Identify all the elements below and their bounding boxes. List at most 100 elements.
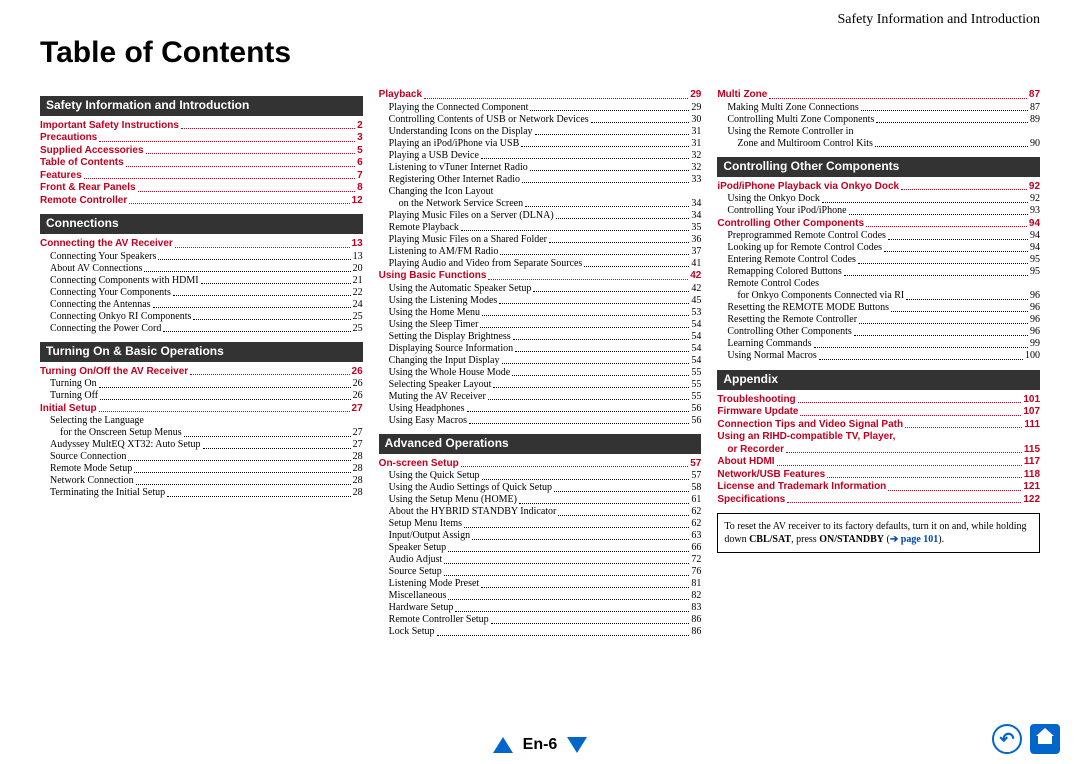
toc-entry[interactable]: Features7 — [40, 170, 363, 182]
toc-entry[interactable]: Connecting the AV Receiver13 — [40, 238, 363, 250]
toc-entry[interactable]: Remote Controller Setup86 — [379, 614, 702, 626]
toc-entry[interactable]: Remapping Colored Buttons95 — [717, 266, 1040, 278]
toc-entry[interactable]: Turning On26 — [40, 378, 363, 390]
toc-entry[interactable]: Playing an iPod/iPhone via USB31 — [379, 138, 702, 150]
toc-entry[interactable]: Entering Remote Control Codes95 — [717, 254, 1040, 266]
toc-entry[interactable]: iPod/iPhone Playback via Onkyo Dock92 — [717, 181, 1040, 193]
toc-entry[interactable]: Displaying Source Information54 — [379, 343, 702, 355]
toc-entry[interactable]: Lock Setup86 — [379, 626, 702, 638]
toc-entry[interactable]: on the Network Service Screen34 — [379, 198, 702, 210]
toc-entry[interactable]: Multi Zone87 — [717, 89, 1040, 101]
toc-entry[interactable]: Changing the Icon Layout — [379, 186, 702, 198]
toc-entry[interactable]: Connecting Components with HDMI21 — [40, 275, 363, 287]
toc-entry[interactable]: Changing the Input Display54 — [379, 355, 702, 367]
toc-entry[interactable]: About AV Connections20 — [40, 263, 363, 275]
toc-entry[interactable]: Resetting the REMOTE MODE Buttons96 — [717, 302, 1040, 314]
toc-entry[interactable]: or Recorder115 — [717, 444, 1040, 456]
toc-entry[interactable]: Front & Rear Panels8 — [40, 182, 363, 194]
toc-entry[interactable]: Using Normal Macros100 — [717, 350, 1040, 362]
toc-entry[interactable]: Learning Commands99 — [717, 338, 1040, 350]
toc-entry[interactable]: Initial Setup27 — [40, 403, 363, 415]
toc-entry[interactable]: Using the Automatic Speaker Setup42 — [379, 283, 702, 295]
toc-entry[interactable]: Remote Controller12 — [40, 195, 363, 207]
toc-entry[interactable]: Audio Adjust72 — [379, 554, 702, 566]
toc-entry[interactable]: Playing Music Files on a Server (DLNA)34 — [379, 210, 702, 222]
prev-page-icon[interactable] — [493, 737, 513, 753]
toc-entry[interactable]: Controlling Contents of USB or Network D… — [379, 114, 702, 126]
toc-entry[interactable]: for Onkyo Components Connected via RI96 — [717, 290, 1040, 302]
toc-entry[interactable]: Preprogrammed Remote Control Codes94 — [717, 230, 1040, 242]
toc-entry[interactable]: Making Multi Zone Connections87 — [717, 102, 1040, 114]
toc-entry[interactable]: Using an RIHD-compatible TV, Player, — [717, 431, 1040, 443]
toc-entry[interactable]: Miscellaneous82 — [379, 590, 702, 602]
toc-entry[interactable]: Troubleshooting101 — [717, 394, 1040, 406]
toc-entry[interactable]: Playback29 — [379, 89, 702, 101]
toc-entry[interactable]: Using the Home Menu53 — [379, 307, 702, 319]
toc-entry[interactable]: Understanding Icons on the Display31 — [379, 126, 702, 138]
toc-entry[interactable]: Zone and Multiroom Control Kits90 — [717, 138, 1040, 150]
toc-entry[interactable]: Listening to AM/FM Radio37 — [379, 246, 702, 258]
toc-entry[interactable]: Using Easy Macros56 — [379, 415, 702, 427]
toc-entry[interactable]: Looking up for Remote Control Codes94 — [717, 242, 1040, 254]
toc-entry[interactable]: Firmware Update107 — [717, 406, 1040, 418]
toc-entry[interactable]: Network Connection28 — [40, 475, 363, 487]
toc-entry[interactable]: Using the Quick Setup57 — [379, 470, 702, 482]
next-page-icon[interactable] — [567, 737, 587, 753]
toc-entry[interactable]: Connecting Your Components22 — [40, 287, 363, 299]
toc-entry[interactable]: Muting the AV Receiver55 — [379, 391, 702, 403]
toc-entry[interactable]: Using the Audio Settings of Quick Setup5… — [379, 482, 702, 494]
back-icon[interactable] — [992, 724, 1022, 754]
toc-entry[interactable]: Table of Contents6 — [40, 157, 363, 169]
toc-entry[interactable]: Playing a USB Device32 — [379, 150, 702, 162]
toc-entry[interactable]: Audyssey MultEQ XT32: Auto Setup27 — [40, 439, 363, 451]
toc-entry[interactable]: Connecting Your Speakers13 — [40, 251, 363, 263]
toc-entry[interactable]: Specifications122 — [717, 494, 1040, 506]
toc-entry[interactable]: Network/USB Features118 — [717, 469, 1040, 481]
toc-entry[interactable]: Playing the Connected Component29 — [379, 102, 702, 114]
toc-entry[interactable]: Speaker Setup66 — [379, 542, 702, 554]
toc-entry[interactable]: Remote Playback35 — [379, 222, 702, 234]
toc-entry[interactable]: for the Onscreen Setup Menus27 — [40, 427, 363, 439]
toc-entry[interactable]: Source Connection28 — [40, 451, 363, 463]
toc-entry[interactable]: Supplied Accessories5 — [40, 145, 363, 157]
toc-entry[interactable]: Using the Whole House Mode55 — [379, 367, 702, 379]
toc-entry[interactable]: Selecting Speaker Layout55 — [379, 379, 702, 391]
toc-entry[interactable]: Controlling Your iPod/iPhone93 — [717, 205, 1040, 217]
toc-entry[interactable]: Using Headphones56 — [379, 403, 702, 415]
toc-entry[interactable]: Controlling Other Components94 — [717, 218, 1040, 230]
toc-entry[interactable]: Registering Other Internet Radio33 — [379, 174, 702, 186]
toc-entry[interactable]: On-screen Setup57 — [379, 458, 702, 470]
toc-entry[interactable]: Connecting the Power Cord25 — [40, 323, 363, 335]
toc-entry[interactable]: Turning On/Off the AV Receiver26 — [40, 366, 363, 378]
toc-entry[interactable]: Hardware Setup83 — [379, 602, 702, 614]
toc-entry[interactable]: Setting the Display Brightness54 — [379, 331, 702, 343]
toc-entry[interactable]: Turning Off26 — [40, 390, 363, 402]
toc-entry[interactable]: Resetting the Remote Controller96 — [717, 314, 1040, 326]
toc-entry[interactable]: Playing Music Files on a Shared Folder36 — [379, 234, 702, 246]
toc-entry[interactable]: Remote Control Codes — [717, 278, 1040, 290]
toc-entry[interactable]: About HDMI117 — [717, 456, 1040, 468]
toc-entry[interactable]: Selecting the Language — [40, 415, 363, 427]
toc-entry[interactable]: Remote Mode Setup28 — [40, 463, 363, 475]
toc-entry[interactable]: Controlling Other Components96 — [717, 326, 1040, 338]
toc-entry[interactable]: License and Trademark Information121 — [717, 481, 1040, 493]
toc-entry[interactable]: Using the Onkyo Dock92 — [717, 193, 1040, 205]
toc-entry[interactable]: Using the Listening Modes45 — [379, 295, 702, 307]
toc-entry[interactable]: Important Safety Instructions2 — [40, 120, 363, 132]
toc-entry[interactable]: Setup Menu Items62 — [379, 518, 702, 530]
toc-entry[interactable]: Terminating the Initial Setup28 — [40, 487, 363, 499]
toc-entry[interactable]: Input/Output Assign63 — [379, 530, 702, 542]
toc-entry[interactable]: Using the Remote Controller in — [717, 126, 1040, 138]
toc-entry[interactable]: Precautions3 — [40, 132, 363, 144]
toc-entry[interactable]: Connection Tips and Video Signal Path111 — [717, 419, 1040, 431]
toc-entry[interactable]: Using the Setup Menu (HOME)61 — [379, 494, 702, 506]
toc-entry[interactable]: Listening Mode Preset81 — [379, 578, 702, 590]
toc-entry[interactable]: Controlling Multi Zone Components89 — [717, 114, 1040, 126]
toc-entry[interactable]: Source Setup76 — [379, 566, 702, 578]
toc-entry[interactable]: Connecting Onkyo RI Components25 — [40, 311, 363, 323]
toc-entry[interactable]: Connecting the Antennas24 — [40, 299, 363, 311]
toc-entry[interactable]: Using Basic Functions42 — [379, 270, 702, 282]
toc-entry[interactable]: About the HYBRID STANDBY Indicator62 — [379, 506, 702, 518]
toc-entry[interactable]: Listening to vTuner Internet Radio32 — [379, 162, 702, 174]
home-icon[interactable] — [1030, 724, 1060, 754]
